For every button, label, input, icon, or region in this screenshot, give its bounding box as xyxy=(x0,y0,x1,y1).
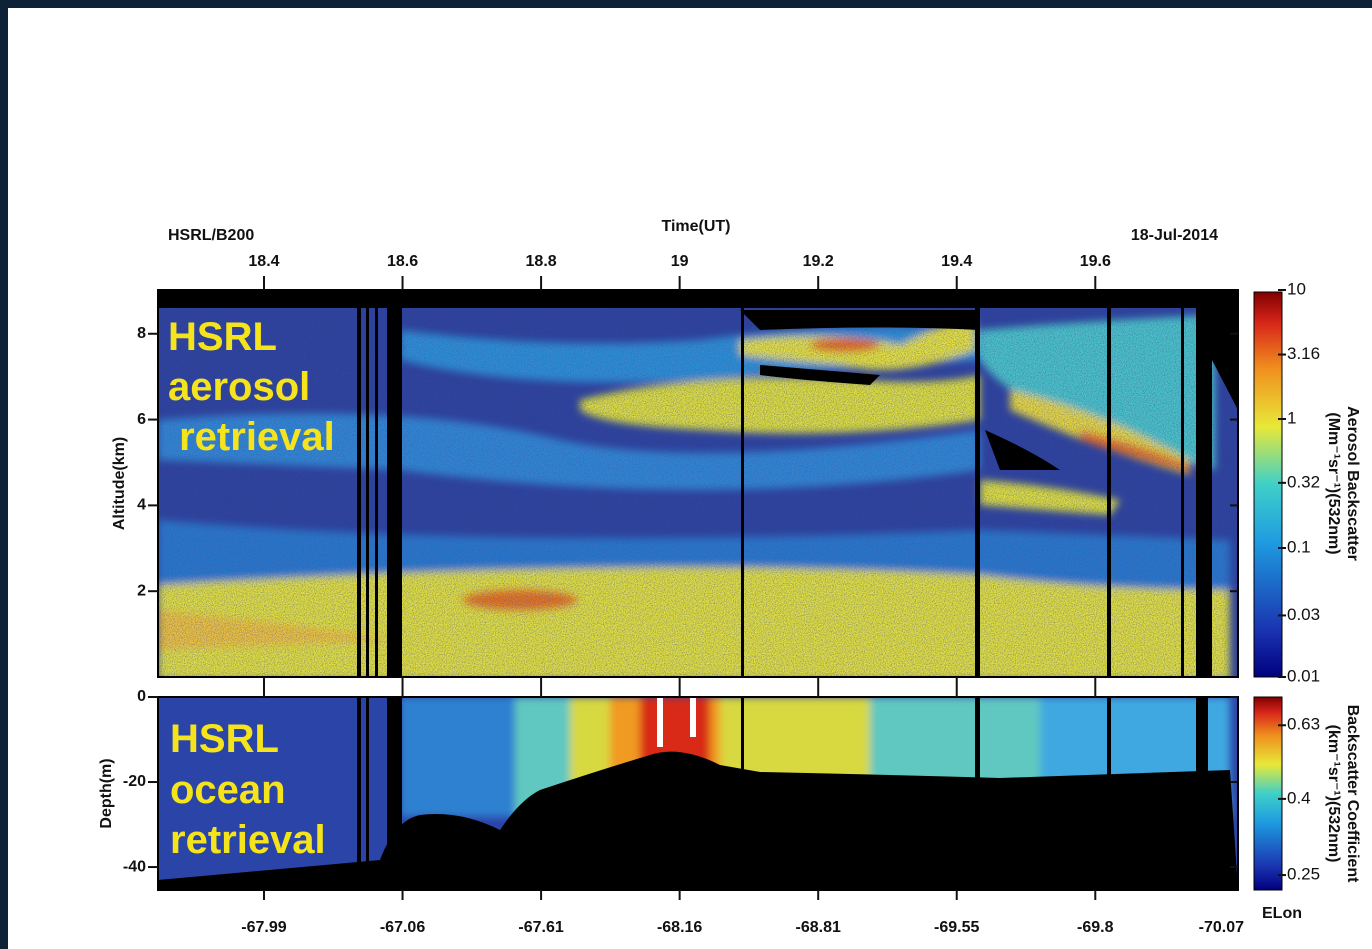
colorbar-tick-label: 0.25 xyxy=(1287,865,1320,884)
y-tick-label: -40 xyxy=(123,858,146,875)
colorbar-tick-label: 0.01 xyxy=(1287,666,1320,685)
x-tick-label: 19 xyxy=(671,253,689,270)
colorbar-tick-label: 0.03 xyxy=(1287,605,1320,624)
panel-annotation: ocean xyxy=(170,768,286,812)
lon-tick-label: -70.07 xyxy=(1199,919,1244,936)
lon-tick-label: -69.8 xyxy=(1077,919,1114,936)
panel-annotation: retrieval xyxy=(168,415,335,459)
panel-annotation: HSRL xyxy=(168,315,277,359)
y-axis-label: Depth(m) xyxy=(98,758,115,828)
colorbar-tick-label: 0.32 xyxy=(1287,472,1320,491)
colorbar-label: Backscatter Coefficient xyxy=(1344,705,1361,884)
colorbar xyxy=(1254,697,1282,890)
lon-tick-label: -68.81 xyxy=(796,919,841,936)
aerosol-heatmap xyxy=(158,290,1238,680)
lon-label: ELon xyxy=(1262,905,1302,922)
colorbar-tick-label: 3.16 xyxy=(1287,344,1320,363)
colorbar-label: (Mm⁻¹sr⁻¹)(532nm) xyxy=(1325,412,1342,554)
x-tick-label: 19.4 xyxy=(941,253,972,270)
y-tick-label: 6 xyxy=(137,411,146,428)
panel-annotation: retrieval xyxy=(170,818,326,862)
no-data xyxy=(158,290,1238,308)
saturated xyxy=(657,697,663,747)
lon-tick-label: -67.61 xyxy=(518,919,563,936)
lon-tick-label: -67.06 xyxy=(380,919,425,936)
figure: HSRL/B200 Time(UT) 18-Jul-2014 ELon 18.4… xyxy=(0,0,1372,949)
y-tick-label: 4 xyxy=(137,497,146,514)
x-tick-label: 19.2 xyxy=(803,253,834,270)
date: 18-Jul-2014 xyxy=(1131,227,1218,244)
layer xyxy=(400,697,520,817)
lon-tick-label: -69.55 xyxy=(934,919,979,936)
x-tick-label: 18.4 xyxy=(248,253,279,270)
y-tick-label: 8 xyxy=(137,325,146,342)
speckle xyxy=(158,290,1238,677)
page: {"chart_data": { "type": "heatmap", "pla… xyxy=(0,0,1372,949)
colorbar-tick-label: 0.4 xyxy=(1287,788,1311,807)
lon-tick-label: -67.99 xyxy=(241,919,286,936)
chart-title: Time(UT) xyxy=(661,218,730,235)
saturated xyxy=(690,697,696,737)
platform: HSRL/B200 xyxy=(168,227,254,244)
x-tick-label: 18.6 xyxy=(387,253,418,270)
y-axis-label: Altitude(km) xyxy=(111,437,128,530)
colorbar-label: (km⁻¹sr⁻¹)(532nm) xyxy=(1325,725,1342,863)
lon-tick-label: -68.16 xyxy=(657,919,702,936)
x-tick-label: 19.6 xyxy=(1080,253,1111,270)
colorbar-tick-label: 10 xyxy=(1287,279,1306,298)
colorbar-tick-label: 1 xyxy=(1287,408,1296,427)
colorbar-tick-label: 0.1 xyxy=(1287,537,1311,556)
y-tick-label: 2 xyxy=(137,582,146,599)
panel-annotation: HSRL xyxy=(170,717,279,761)
x-tick-label: 18.8 xyxy=(526,253,557,270)
y-tick-label: -20 xyxy=(123,773,146,790)
y-tick-label: 0 xyxy=(137,688,146,705)
colorbar xyxy=(1254,292,1282,677)
panel-annotation: aerosol xyxy=(168,365,310,409)
colorbar-label: Aerosol Backscatter xyxy=(1344,406,1361,561)
colorbar-tick-label: 0.63 xyxy=(1287,715,1320,734)
